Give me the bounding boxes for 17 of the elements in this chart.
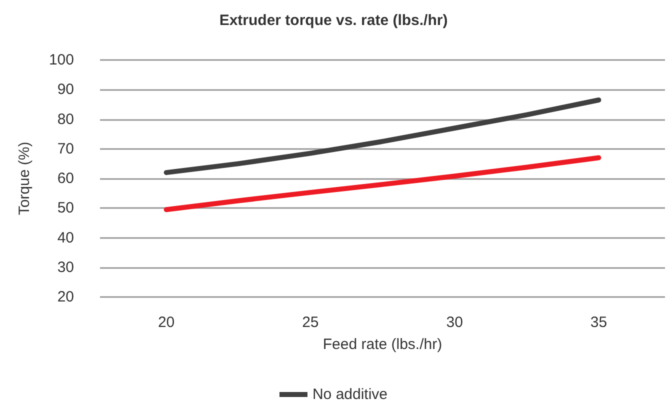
x-tick-label: 20 [158, 314, 175, 331]
x-tick-label: 35 [590, 314, 608, 331]
y-tick-label: 100 [48, 52, 74, 68]
chart-title: Extruder torque vs. rate (lbs./hr) [219, 12, 448, 29]
y-tick-label: 80 [57, 110, 74, 128]
y-tick-label: 50 [57, 200, 74, 217]
y-tick-label: 90 [57, 81, 74, 98]
x-tick-label: 25 [302, 314, 319, 331]
y-axis-title: Torque (%) [16, 142, 33, 216]
y-tick-label: 40 [57, 229, 74, 246]
y-tick-label: 30 [57, 258, 74, 276]
y-tick-label: 70 [57, 140, 74, 158]
legend-label: No additive [312, 386, 388, 403]
x-axis-title: Feed rate (lbs./hr) [322, 336, 442, 353]
y-tick-label: 60 [57, 170, 74, 187]
x-tick-label: 30 [446, 314, 463, 331]
y-tick-label: 20 [57, 288, 74, 306]
